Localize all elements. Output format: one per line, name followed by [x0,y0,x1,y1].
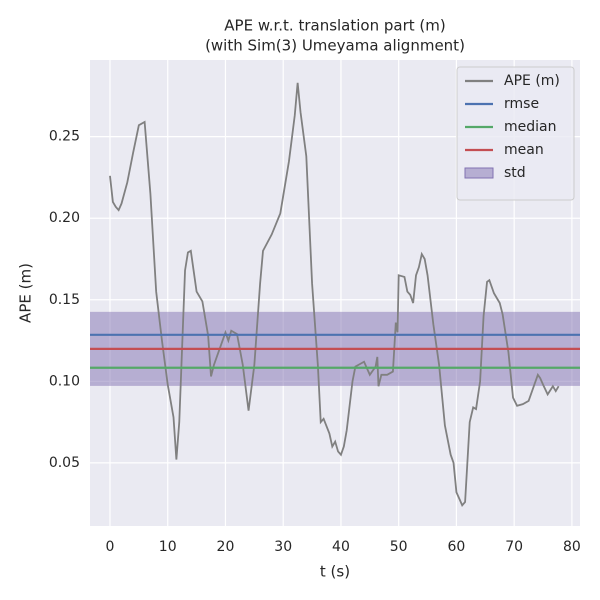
x-tick-label: 0 [106,539,115,555]
legend-label: rmse [504,96,539,112]
chart-title: APE w.r.t. translation part (m) [224,17,445,35]
x-tick-label: 40 [332,539,350,555]
legend-swatch [464,167,494,179]
x-tick-label: 60 [448,539,466,555]
y-tick-label: 0.10 [49,373,80,389]
chart-subtitle: (with Sim(3) Umeyama alignment) [205,37,465,55]
y-tick-label: 0.25 [49,129,80,145]
ape-line [109,82,560,507]
y-tick-label: 0.20 [49,210,80,226]
x-axis-label: t (s) [320,563,350,581]
legend-label: APE (m) [504,73,560,89]
x-tick-label: 10 [159,539,177,555]
x-tick-label: 80 [563,539,581,555]
legend-box [456,66,575,201]
x-tick-label: 30 [274,539,292,555]
legend-label: median [504,119,556,135]
y-tick-label: 0.15 [49,292,80,308]
y-tick-label: 0.05 [49,455,80,471]
legend-label: std [504,165,526,181]
x-tick-label: 50 [390,539,408,555]
x-tick-label: 20 [217,539,235,555]
y-axis-label: APE (m) [17,263,35,323]
legend-label: mean [504,142,544,158]
x-tick-label: 70 [505,539,523,555]
